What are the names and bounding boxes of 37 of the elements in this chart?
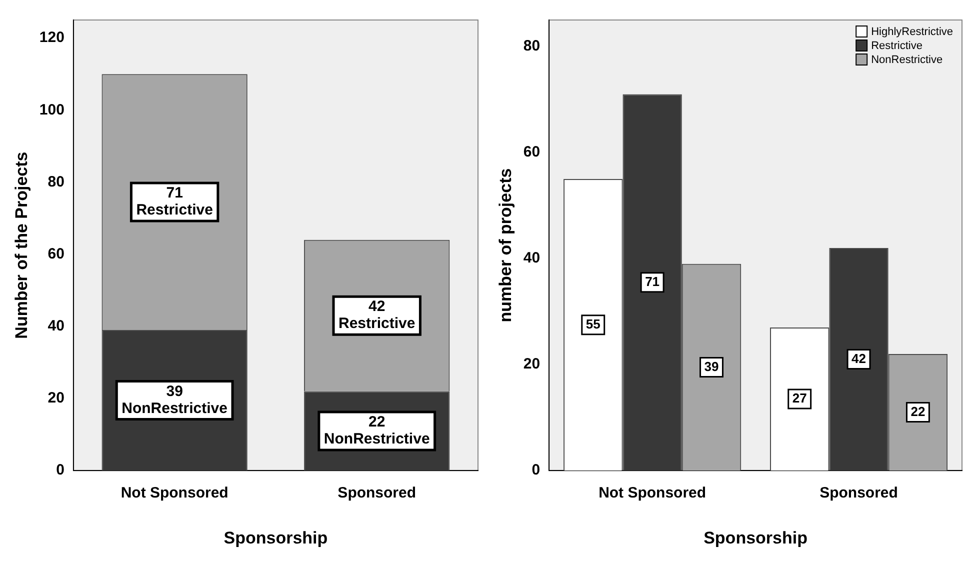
data-label: 42 bbox=[852, 350, 866, 366]
y-tick-label: 20 bbox=[523, 356, 540, 373]
y-tick-label: 0 bbox=[532, 462, 540, 479]
data-label: 39 bbox=[166, 382, 183, 400]
y-tick-label: 120 bbox=[39, 29, 64, 46]
y-tick-label: 100 bbox=[39, 101, 64, 118]
series-label: Restrictive bbox=[338, 315, 416, 332]
y-tick-label: 80 bbox=[48, 173, 64, 190]
y-tick-label: 40 bbox=[48, 318, 64, 335]
data-label: 22 bbox=[910, 404, 926, 419]
data-label: 71 bbox=[166, 184, 183, 202]
data-label: 42 bbox=[368, 298, 386, 316]
y-tick-label: 40 bbox=[523, 250, 540, 267]
x-tick-label: Not Sponsored bbox=[598, 484, 706, 502]
x-axis-title: Sponsorship bbox=[704, 528, 808, 548]
text: Restrictive bbox=[136, 202, 213, 219]
y-axis-title: Number of the Projects bbox=[12, 152, 31, 339]
y-tick-label: 20 bbox=[48, 390, 64, 407]
x-axis-title: Sponsorship bbox=[224, 528, 328, 548]
data-label: 22 bbox=[368, 414, 386, 431]
y-tick-label: 0 bbox=[56, 462, 64, 479]
series-label: NonRestrictive bbox=[324, 430, 430, 448]
data-label: 39 bbox=[704, 358, 719, 374]
data-label: 27 bbox=[792, 390, 807, 406]
y-tick-label: 80 bbox=[523, 38, 540, 55]
x-tick-label: Sponsored bbox=[338, 484, 416, 502]
y-tick-label: 60 bbox=[523, 144, 540, 161]
legend-label: HighlyRestrictive bbox=[871, 26, 954, 38]
legend-label: NonRestrictive bbox=[871, 54, 943, 66]
y-axis-title: number of projects bbox=[496, 168, 515, 322]
data-label: 71 bbox=[645, 274, 660, 289]
data-label: 55 bbox=[586, 316, 600, 332]
y-tick-label: 60 bbox=[48, 245, 64, 262]
x-tick-label: Sponsored bbox=[820, 484, 898, 502]
text: NonRestrictive bbox=[122, 400, 228, 417]
x-tick-label: Not Sponsored bbox=[120, 484, 228, 502]
legend-label: Restrictive bbox=[871, 40, 922, 52]
